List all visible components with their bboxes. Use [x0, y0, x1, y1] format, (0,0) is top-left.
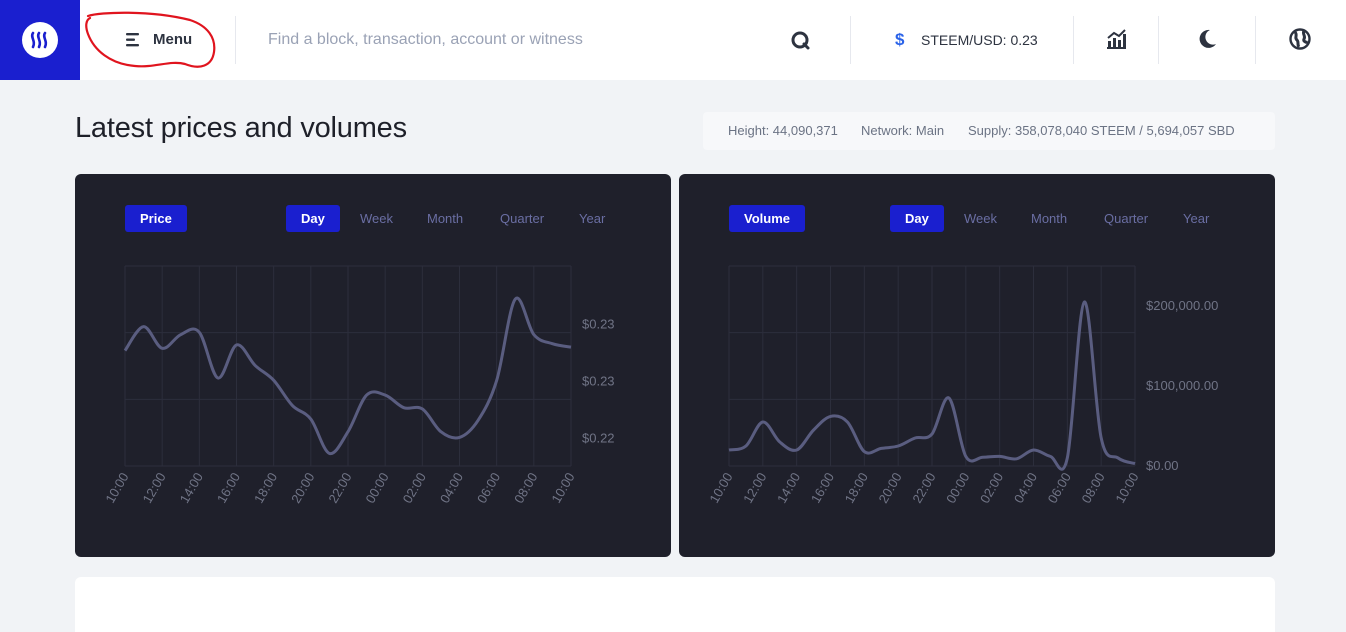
volume-xtick-label: 22:00 — [909, 470, 938, 506]
price-xtick-label: 22:00 — [325, 470, 354, 506]
header-divider — [1255, 16, 1256, 64]
volume-xtick-label: 12:00 — [740, 470, 769, 506]
volume-badge: Volume — [729, 205, 805, 232]
volume-xtick-label: 14:00 — [774, 470, 803, 506]
search-icon[interactable] — [789, 29, 811, 51]
volume-xtick-label: 16:00 — [808, 470, 837, 506]
volume-xtick-label: 20:00 — [876, 470, 905, 506]
volume-period-month[interactable]: Month — [1031, 211, 1068, 226]
price-period-quarter[interactable]: Quarter — [500, 211, 545, 226]
chart-icon[interactable] — [1105, 28, 1127, 50]
price-xtick-label: 02:00 — [400, 470, 429, 506]
price-xtick-label: 10:00 — [548, 470, 577, 506]
volume-ytick-label: $100,000.00 — [1146, 378, 1218, 393]
price-xtick-label: 12:00 — [140, 470, 169, 506]
volume-period-day[interactable]: Day — [890, 205, 944, 232]
price-xtick-label: 10:00 — [102, 470, 131, 506]
menu-highlight-annotation — [85, 11, 216, 68]
price-xtick-label: 08:00 — [511, 470, 540, 506]
stat-network: Network: Main — [861, 123, 945, 138]
menu-icon — [126, 33, 139, 47]
price-ytick-label: $0.23 — [582, 316, 615, 331]
volume-xtick-label: 02:00 — [977, 470, 1006, 506]
price-ticker-text: STEEM/USD: 0.23 — [921, 32, 1038, 48]
dollar-icon: $ — [895, 30, 905, 49]
stat-height: Height: 44,090,371 — [728, 123, 838, 138]
volume-xtick-label: 10:00 — [1112, 470, 1141, 506]
price-xtick-label: 04:00 — [437, 470, 466, 506]
volume-series-line — [728, 300, 1136, 471]
volume-xtick-label: 08:00 — [1079, 470, 1108, 506]
price-badge: Price — [125, 205, 187, 232]
price-xtick-label: 16:00 — [214, 470, 243, 506]
volume-ytick-label: $0.00 — [1146, 458, 1179, 473]
steem-logo[interactable] — [0, 0, 80, 80]
price-chart: $0.22 $0.23 $0.23 10:00 12:00 14:00 16:00 18:00… — [102, 265, 615, 506]
volume-xtick-label: 04:00 — [1011, 470, 1040, 506]
price-chart-card: Price Day Week Month Quarter Year $0.22 $… — [75, 174, 671, 557]
price-period-week[interactable]: Week — [360, 211, 393, 226]
menu-button[interactable]: Menu — [110, 22, 210, 58]
price-period-year[interactable]: Year — [579, 211, 606, 226]
price-ytick-label: $0.22 — [582, 431, 615, 446]
volume-chart-card: Volume Day Week Month Quarter Year $0.00… — [679, 174, 1275, 557]
volume-period-year[interactable]: Year — [1183, 211, 1210, 226]
price-period-month[interactable]: Month — [427, 211, 464, 226]
moon-icon[interactable] — [1196, 28, 1218, 50]
volume-period-week[interactable]: Week — [964, 211, 997, 226]
price-xtick-label: 00:00 — [363, 470, 392, 506]
volume-xtick-label: 10:00 — [706, 470, 735, 506]
header-divider — [1158, 16, 1159, 64]
volume-ytick-label: $200,000.00 — [1146, 298, 1218, 313]
price-xtick-label: 14:00 — [177, 470, 206, 506]
network-stats: Height: 44,090,371 Network: Main Supply:… — [703, 112, 1275, 150]
globe-icon[interactable] — [1289, 28, 1311, 50]
price-xtick-label: 18:00 — [251, 470, 280, 506]
header-divider — [1073, 16, 1074, 64]
price-xtick-label: 20:00 — [288, 470, 317, 506]
search-input[interactable] — [268, 26, 768, 54]
stat-supply: Supply: 358,078,040 STEEM / 5,694,057 SB… — [968, 123, 1235, 138]
price-series-line — [123, 296, 572, 455]
price-period-day[interactable]: Day — [286, 205, 340, 232]
volume-xtick-label: 06:00 — [1045, 470, 1074, 506]
menu-label: Menu — [153, 31, 193, 48]
top-header: Menu $ STEEM/USD: 0.23 — [0, 0, 1346, 80]
header-divider — [235, 16, 236, 64]
price-xtick-label: 06:00 — [474, 470, 503, 506]
volume-period-quarter[interactable]: Quarter — [1104, 211, 1149, 226]
price-ytick-label: $0.23 — [582, 373, 615, 388]
steem-logo-icon — [22, 22, 58, 58]
page-title: Latest prices and volumes — [75, 112, 407, 144]
content-card — [75, 577, 1275, 632]
volume-xtick-label: 00:00 — [943, 470, 972, 506]
header-divider — [850, 16, 851, 64]
volume-xtick-label: 18:00 — [842, 470, 871, 506]
